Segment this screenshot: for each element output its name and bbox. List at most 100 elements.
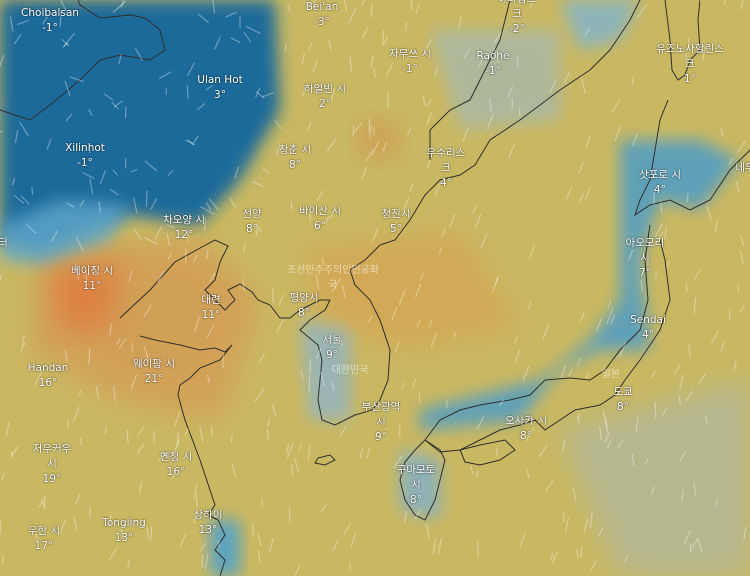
wind-streak (144, 304, 152, 317)
wind-streak (607, 300, 612, 309)
city-label[interactable]: Xilinhot -1° (65, 141, 105, 171)
wind-streak (359, 446, 364, 459)
city-label[interactable]: Handan 16° (28, 361, 69, 391)
wind-streak (287, 4, 291, 12)
wind-streak (157, 270, 165, 283)
city-name: 상하이 (193, 509, 223, 521)
wind-streak (301, 52, 305, 64)
city-label[interactable]: 우수리스 크 4° (427, 146, 466, 191)
city-label[interactable]: 창춘 시 8° (279, 143, 311, 173)
wind-streak (409, 182, 414, 191)
wind-streak (644, 458, 649, 466)
city-label[interactable]: 부산광역 시 9° (362, 400, 401, 445)
wind-streak (268, 538, 274, 553)
city-label[interactable]: 아오모리 시 7° (626, 236, 665, 281)
wind-streak (474, 214, 482, 229)
wind-streak (464, 48, 470, 58)
city-label[interactable]: 삿포로 시 4° (639, 168, 681, 198)
city-label[interactable]: 하바롭스크 -2° (498, 0, 537, 37)
city-label[interactable]: Tongling 13° (102, 516, 146, 546)
city-label[interactable]: 바이산 시 6° (299, 204, 341, 234)
wind-streak (398, 289, 406, 305)
city-label[interactable]: 서울 9° (322, 333, 341, 363)
wind-streak (566, 186, 573, 200)
city-label[interactable]: 우한 시 17° (28, 524, 60, 554)
wind-streak (185, 139, 196, 146)
city-label[interactable]: Bei'an -3° (306, 0, 339, 30)
city-name: 크 (512, 8, 522, 20)
city-label[interactable]: 웨이팡 시 21° (133, 357, 175, 387)
city-label[interactable]: 저우커우 시 19° (33, 442, 72, 487)
city-label[interactable]: 터 (0, 236, 8, 251)
wind-streak (184, 428, 189, 436)
wind-streak (349, 56, 353, 73)
wind-streak (426, 112, 433, 125)
city-temperature: 19° (42, 473, 62, 485)
wind-streak (691, 539, 698, 548)
bohai-coast (119, 239, 330, 319)
city-label[interactable]: 차오양 시 12° (163, 213, 205, 243)
city-name: 대련 (201, 294, 221, 306)
city-label[interactable]: 구마모토 시 8° (397, 463, 436, 508)
wind-streak (495, 448, 498, 457)
wind-streak (262, 168, 270, 174)
wind-streak (206, 248, 209, 259)
city-label[interactable]: 상하이 13° (194, 508, 223, 538)
city-label[interactable]: 베이징 시 11° (71, 264, 113, 294)
city-label[interactable]: 유즈노사할린스 크 1° (656, 42, 724, 87)
wind-streak (130, 169, 138, 173)
city-temperature: 16° (38, 377, 58, 389)
wind-streak (14, 129, 19, 144)
wind-streak (412, 378, 417, 388)
wind-streak (604, 418, 609, 433)
wind-streak (426, 99, 432, 108)
wind-streak (59, 519, 67, 535)
city-label[interactable]: 평양시 8° (290, 291, 319, 321)
city-label[interactable]: 오사카 시 8° (505, 414, 547, 444)
city-label[interactable]: Sendai 4° (630, 313, 666, 343)
wind-streak (193, 135, 199, 143)
wind-streak (225, 11, 237, 18)
city-label[interactable]: Ulan Hot 3° (197, 73, 242, 103)
wind-streak (332, 540, 339, 552)
city-temperature: 8° (289, 159, 301, 171)
city-label[interactable]: 선양 8° (242, 207, 261, 237)
city-label[interactable]: 도쿄 8° (613, 385, 632, 415)
wind-streak (585, 371, 590, 380)
country-label: 대한민국 (331, 365, 369, 376)
wind-streak (331, 278, 341, 293)
wind-streak (373, 68, 377, 78)
wind-streak (272, 403, 277, 417)
city-label[interactable]: 대련 11° (201, 293, 220, 323)
wind-streak (286, 444, 289, 454)
wind-streak (720, 341, 725, 352)
wind-streak (309, 212, 312, 222)
wind-streak (154, 226, 162, 240)
city-label[interactable]: 자무쓰 시 -1° (389, 47, 431, 77)
wind-streak (50, 230, 58, 242)
city-temperature: 13° (114, 532, 134, 544)
country-label: 일본 (601, 369, 621, 380)
city-label[interactable]: 하얼빈 시 2° (304, 82, 346, 112)
city-name: Raohe (476, 50, 510, 62)
wind-streak (542, 323, 550, 340)
city-temperature: -1° (77, 157, 93, 169)
city-label[interactable]: Choibalsan -1° (21, 6, 79, 36)
city-label[interactable]: Raohe -1° (476, 49, 509, 79)
wind-streak (166, 224, 175, 229)
wind-streak (585, 135, 592, 148)
wind-streak (130, 374, 137, 389)
city-name: Xilinhot (65, 142, 105, 154)
city-label[interactable]: 옌청 시 16° (160, 450, 192, 480)
wind-streak (368, 116, 371, 134)
wind-streak (118, 338, 127, 349)
city-label[interactable]: 청진시 5° (382, 207, 411, 237)
wind-streak (489, 98, 492, 113)
city-label[interactable]: 네무 (735, 161, 750, 176)
wind-streak (361, 166, 368, 179)
wind-streak (628, 249, 634, 261)
wind-streak (255, 226, 259, 237)
city-name: 아오모리 (625, 237, 665, 249)
